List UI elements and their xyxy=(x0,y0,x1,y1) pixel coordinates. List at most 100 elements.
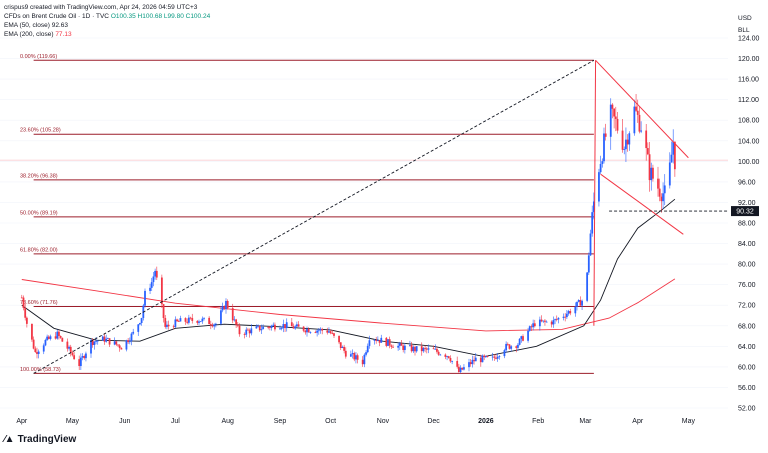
volume-unit: BLL xyxy=(738,27,750,34)
candle-body xyxy=(503,350,506,357)
ema-200-legend[interactable]: EMA (200, close) 77.13 xyxy=(4,30,210,39)
candle-body xyxy=(565,313,568,318)
candle-body xyxy=(506,343,509,345)
candle-body xyxy=(306,328,308,333)
candle-body xyxy=(436,348,438,352)
candle-body xyxy=(343,346,346,351)
candle-body xyxy=(672,141,675,155)
candle-body xyxy=(292,326,295,329)
price-tick-label: 92.00 xyxy=(738,200,756,207)
candle-body xyxy=(284,324,286,329)
candle-body xyxy=(236,324,239,326)
candle-body xyxy=(361,359,364,365)
price-tick-label: 108.00 xyxy=(738,118,760,125)
candle-body xyxy=(59,336,62,338)
candle-body xyxy=(495,357,497,359)
candle-body xyxy=(392,346,394,348)
candle-body xyxy=(400,343,403,346)
candle-body xyxy=(199,321,202,323)
candle-body xyxy=(279,328,281,330)
candle-body xyxy=(243,334,246,335)
price-tick-label: 72.00 xyxy=(738,303,756,310)
time-tick-label: Apr xyxy=(632,418,644,425)
candle-body xyxy=(657,178,659,189)
candle-body xyxy=(427,348,430,350)
candle-body xyxy=(319,328,322,331)
candle-body xyxy=(37,351,40,354)
candle-body xyxy=(363,354,366,365)
tradingview-brand[interactable]: ⁄▲ TradingView xyxy=(4,434,76,445)
candle-body xyxy=(484,356,487,358)
candle-body xyxy=(208,317,211,325)
fib-level-label: 38.20% (96.38) xyxy=(20,173,58,179)
fibonacci-retracement[interactable]: 0.00% (119.66) 23.60% (105.28) 38.20% (96.… xyxy=(20,54,594,374)
candle-body xyxy=(189,317,192,319)
candle-body xyxy=(616,118,619,131)
candle-body xyxy=(650,167,653,181)
candle-body xyxy=(365,352,367,355)
candle-body xyxy=(635,106,637,111)
candle-body xyxy=(446,356,448,357)
candle-body xyxy=(451,360,454,362)
candle-body xyxy=(601,161,604,164)
candle-body xyxy=(505,343,508,351)
candle-body xyxy=(235,319,238,325)
time-tick-label: 2026 xyxy=(478,418,494,425)
candle-body xyxy=(515,346,518,348)
candle-body xyxy=(351,353,354,355)
candle-body xyxy=(518,338,521,345)
candle-body xyxy=(574,306,577,314)
price-tick-label: 104.00 xyxy=(738,138,760,145)
candle-body xyxy=(439,354,442,356)
candle-body xyxy=(238,325,241,335)
time-tick-label: May xyxy=(682,418,696,425)
candle-body xyxy=(42,345,45,352)
price-tick-label: 64.00 xyxy=(738,344,756,351)
candle-body xyxy=(545,321,548,323)
candle-body xyxy=(432,348,435,350)
symbol-name: CFDs on Brent Crude Oil · 1D · TVC xyxy=(4,13,109,20)
candle-body xyxy=(387,339,389,346)
candle-body xyxy=(127,340,130,343)
candle-body xyxy=(673,141,676,170)
fib-level-label: 78.60% (71.76) xyxy=(20,300,58,306)
time-tick-label: Jul xyxy=(171,418,180,425)
candle-body xyxy=(447,356,450,358)
candle-body xyxy=(290,322,293,327)
candle-body xyxy=(172,326,175,328)
time-axis[interactable]: Apr May Jun Jul Aug Sep Oct Nov Dec 2026 Feb Mar Apr… xyxy=(16,418,695,425)
candle-body xyxy=(316,330,319,333)
candle-body xyxy=(66,341,69,349)
price-tick-label: 124.00 xyxy=(738,36,760,43)
candle-body xyxy=(368,340,371,346)
ema-200-value: 77.13 xyxy=(55,31,72,38)
candle-body xyxy=(186,321,189,323)
candle-body xyxy=(166,324,168,327)
candle-body xyxy=(648,154,651,181)
candle-body xyxy=(444,354,447,357)
candlestick-series xyxy=(20,94,676,374)
candle-body xyxy=(96,340,99,342)
price-tick-label: 76.00 xyxy=(738,282,756,289)
candle-body xyxy=(623,149,626,150)
trendline-drawings[interactable] xyxy=(33,59,728,374)
candle-body xyxy=(140,317,143,324)
candle-body xyxy=(424,347,427,349)
price-tick-label: 68.00 xyxy=(738,323,756,330)
candle-body xyxy=(31,323,33,340)
candle-body xyxy=(174,319,177,328)
candle-body xyxy=(353,353,356,360)
candle-body xyxy=(297,324,300,327)
candle-body xyxy=(268,327,271,328)
candle-body xyxy=(255,326,258,329)
candle-body xyxy=(338,335,340,343)
candle-body xyxy=(160,277,163,305)
price-axis[interactable]: 124.00 120.00 116.00 112.00 108.00 104.00 100.… xyxy=(731,36,760,413)
candle-body xyxy=(604,133,607,137)
candle-body xyxy=(137,324,140,332)
candle-body xyxy=(625,139,627,150)
ema-50-legend[interactable]: EMA (50, close) 92.63 xyxy=(4,21,210,30)
candle-body xyxy=(34,348,37,353)
price-tick-label: 84.00 xyxy=(738,241,756,248)
